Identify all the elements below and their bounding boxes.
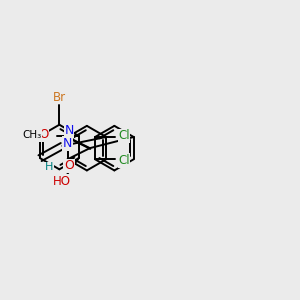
Text: O: O xyxy=(64,159,74,172)
Text: Cl: Cl xyxy=(118,154,130,167)
Text: H: H xyxy=(45,162,53,172)
Text: Cl: Cl xyxy=(118,129,130,142)
Text: O: O xyxy=(40,128,49,142)
Text: CH₃: CH₃ xyxy=(22,130,42,140)
Text: Br: Br xyxy=(53,91,66,104)
Text: N: N xyxy=(64,124,74,137)
Text: N: N xyxy=(63,137,72,150)
Text: HO: HO xyxy=(53,175,71,188)
